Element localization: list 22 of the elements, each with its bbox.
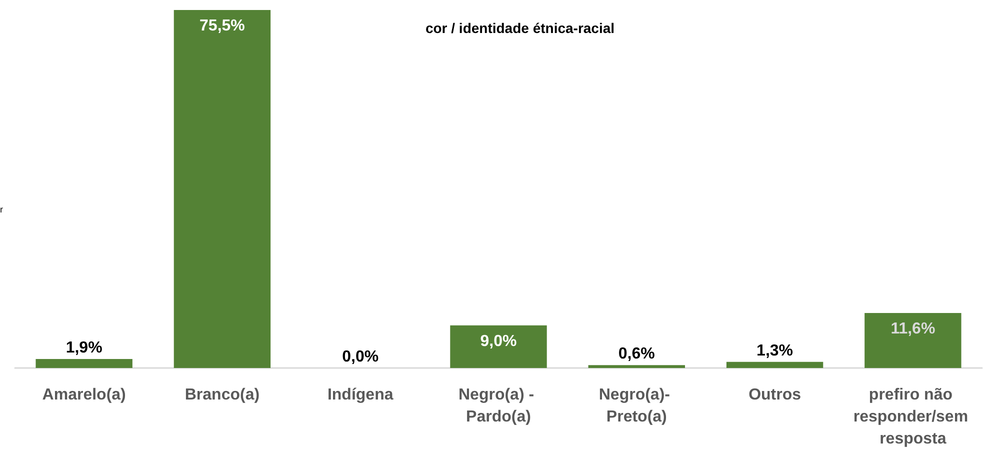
bar: [36, 358, 132, 368]
x-tick-label: prefiro não responder/sem resposta: [853, 386, 973, 448]
data-label: 9,0%: [480, 332, 517, 350]
x-tick-label: Branco(a): [184, 386, 260, 404]
bar: [864, 312, 962, 368]
bar: [450, 325, 547, 368]
bar: [726, 362, 824, 368]
x-tick-label: Negro(a)- Preto(a): [598, 386, 674, 426]
x-tick-label: Outros: [748, 386, 802, 404]
x-tick-label: Amarelo(a): [42, 386, 126, 404]
data-label: 0,6%: [618, 346, 655, 363]
data-label: 75,5%: [200, 18, 245, 34]
data-label: 1,3%: [756, 342, 794, 360]
data-label: 1,9%: [66, 339, 102, 356]
text: cor / identidade étnica-racial: [425, 20, 615, 36]
bar: [174, 10, 271, 368]
data-label: 11,6%: [890, 320, 936, 338]
text: r: [0, 204, 3, 214]
x-tick-label: Negro(a) - Pardo(a): [458, 386, 538, 426]
x-tick-label: Indígena: [327, 386, 394, 404]
data-label: 0,0%: [342, 348, 379, 366]
bar: [588, 365, 685, 368]
